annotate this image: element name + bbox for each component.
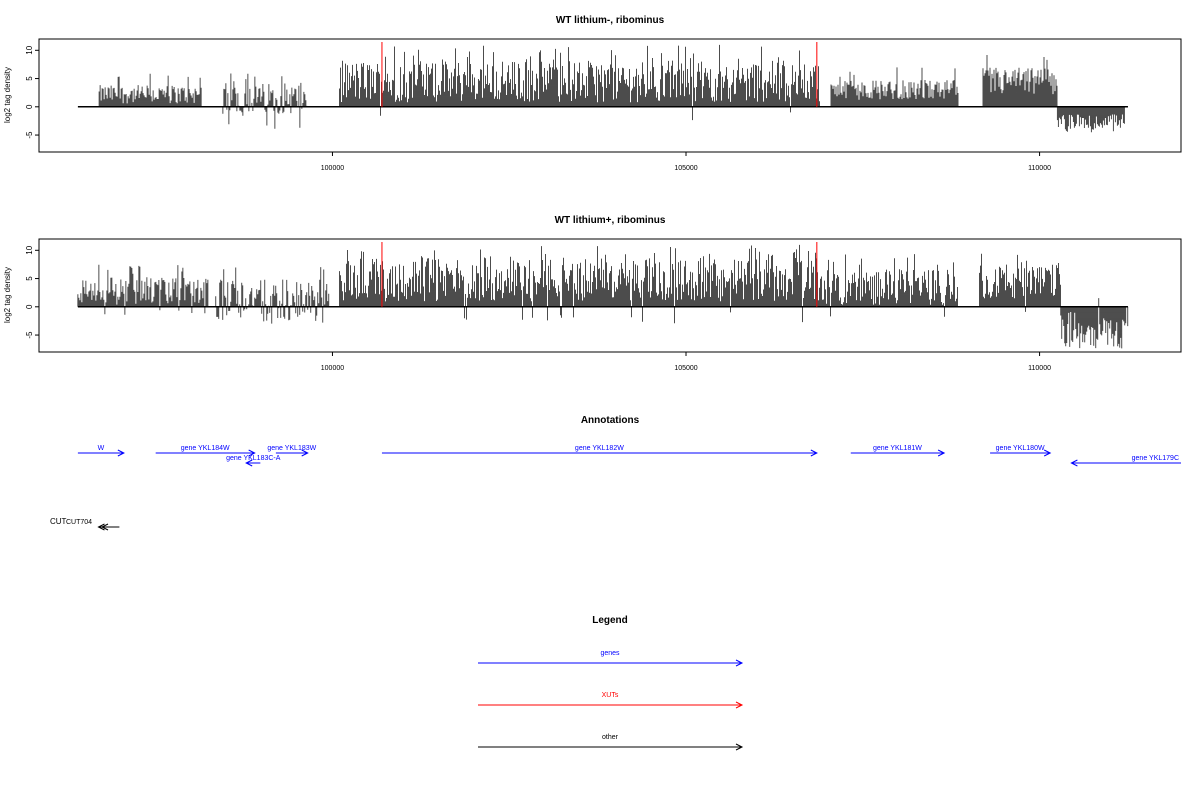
gene-annotation: gene YKL184W xyxy=(155,445,256,457)
arrow-head xyxy=(937,449,946,457)
x-tick-label: 105000 xyxy=(674,365,697,372)
gene-label: gene YKL179C xyxy=(1132,455,1179,462)
arrow-head xyxy=(97,523,105,531)
arrow-head xyxy=(810,449,818,457)
y-tick-label: 0 xyxy=(25,304,34,309)
y-axis-label: log2 tag density xyxy=(3,267,12,323)
arrow-head xyxy=(245,459,253,467)
density-bars xyxy=(77,244,1129,349)
legend-label: XUTs xyxy=(602,692,619,699)
arrow-head xyxy=(1070,459,1078,467)
gene-annotation: gene YKL183C-A xyxy=(226,455,281,467)
legend: Legend genes XUTs other xyxy=(478,615,744,751)
y-tick-label: 10 xyxy=(25,245,34,254)
density-bar-segment xyxy=(1056,106,1125,133)
gene-annotation: gene YKL183W xyxy=(267,445,317,457)
density-bar-segment xyxy=(830,67,959,107)
xut-markers xyxy=(381,42,818,107)
density-bar-segment xyxy=(222,73,308,129)
legend-label: genes xyxy=(600,650,620,657)
density-bar-segment xyxy=(215,267,330,324)
density-bar-segment xyxy=(98,73,202,107)
gene-annotation: gene YKL179C xyxy=(1070,455,1181,467)
gene-annotation: gene YKL181W xyxy=(850,445,946,457)
cut-label: CUT xyxy=(50,517,67,526)
y-tick-label: -5 xyxy=(25,331,34,339)
y-axis: -5 0 5 10 xyxy=(25,45,39,139)
gene-label: gene YKL183W xyxy=(267,445,316,452)
gene-annotation: gene YKL182W xyxy=(381,445,818,457)
gene-label: W xyxy=(98,445,105,452)
x-axis: 100000 105000 110000 xyxy=(321,352,1051,372)
gene-label: gene YKL183C-A xyxy=(226,455,281,462)
density-bar-segment xyxy=(979,253,1061,312)
density-bar-segment xyxy=(339,44,820,121)
density-bars xyxy=(77,44,1128,133)
arrow-head xyxy=(735,743,744,751)
gene-label: gene YKL184W xyxy=(181,445,230,452)
y-tick-label: -5 xyxy=(25,131,34,139)
other-track: CUT CUT704 xyxy=(50,517,120,531)
annotations-title: Annotations xyxy=(581,415,640,426)
y-tick-label: 10 xyxy=(25,45,34,54)
arrow-head xyxy=(735,701,744,709)
density-bar-segment xyxy=(982,55,1058,107)
y-tick-label: 5 xyxy=(25,76,34,81)
y-axis-label: log2 tag density xyxy=(3,67,12,123)
panel-title: WT lithium+, ribominus xyxy=(555,215,666,226)
legend-label: other xyxy=(602,734,619,741)
y-tick-label: 0 xyxy=(25,104,34,109)
arrow-head xyxy=(735,659,744,667)
x-tick-label: 105000 xyxy=(674,165,697,172)
arrow-head xyxy=(248,449,256,457)
plot-frame xyxy=(38,238,1182,353)
x-tick-label: 110000 xyxy=(1028,365,1051,372)
gene-label: gene YKL181W xyxy=(873,445,922,452)
arrow-head xyxy=(301,449,309,457)
panel-lithium-plus: WT lithium+, ribominus log2 tag density … xyxy=(3,215,1182,372)
arrow-head xyxy=(1043,449,1052,457)
panel-lithium-minus: WT lithium-, ribominus log2 tag density … xyxy=(3,15,1182,172)
arrow-head xyxy=(117,449,125,457)
gene-label: gene YKL180W xyxy=(996,445,1045,452)
legend-title: Legend xyxy=(592,615,628,626)
gene-annotation: gene YKL180W xyxy=(990,445,1052,457)
xut-markers xyxy=(381,242,818,307)
legend-item: other xyxy=(478,734,744,751)
legend-item: XUTs xyxy=(478,692,744,709)
x-tick-label: 110000 xyxy=(1028,165,1051,172)
cut-label: CUT704 xyxy=(66,519,92,526)
legend-item: genes xyxy=(478,650,744,667)
legend-items: genes XUTs other xyxy=(478,650,744,751)
x-tick-label: 100000 xyxy=(321,365,344,372)
panel-title: WT lithium-, ribominus xyxy=(556,15,665,26)
gene-label: gene YKL182W xyxy=(575,445,624,452)
cut-annotation: CUT704 xyxy=(66,519,120,531)
density-bar-segment xyxy=(77,264,209,315)
gene-annotation: W xyxy=(77,445,125,457)
plot-frame xyxy=(38,38,1182,153)
density-bar-segment xyxy=(820,254,958,317)
x-axis: 100000 105000 110000 xyxy=(321,152,1051,172)
y-tick-label: 5 xyxy=(25,276,34,281)
density-bar-segment xyxy=(1060,298,1129,349)
arrow-head xyxy=(100,523,109,531)
density-bar-segment xyxy=(339,244,820,324)
x-tick-label: 100000 xyxy=(321,165,344,172)
y-axis: -5 0 5 10 xyxy=(25,245,39,339)
